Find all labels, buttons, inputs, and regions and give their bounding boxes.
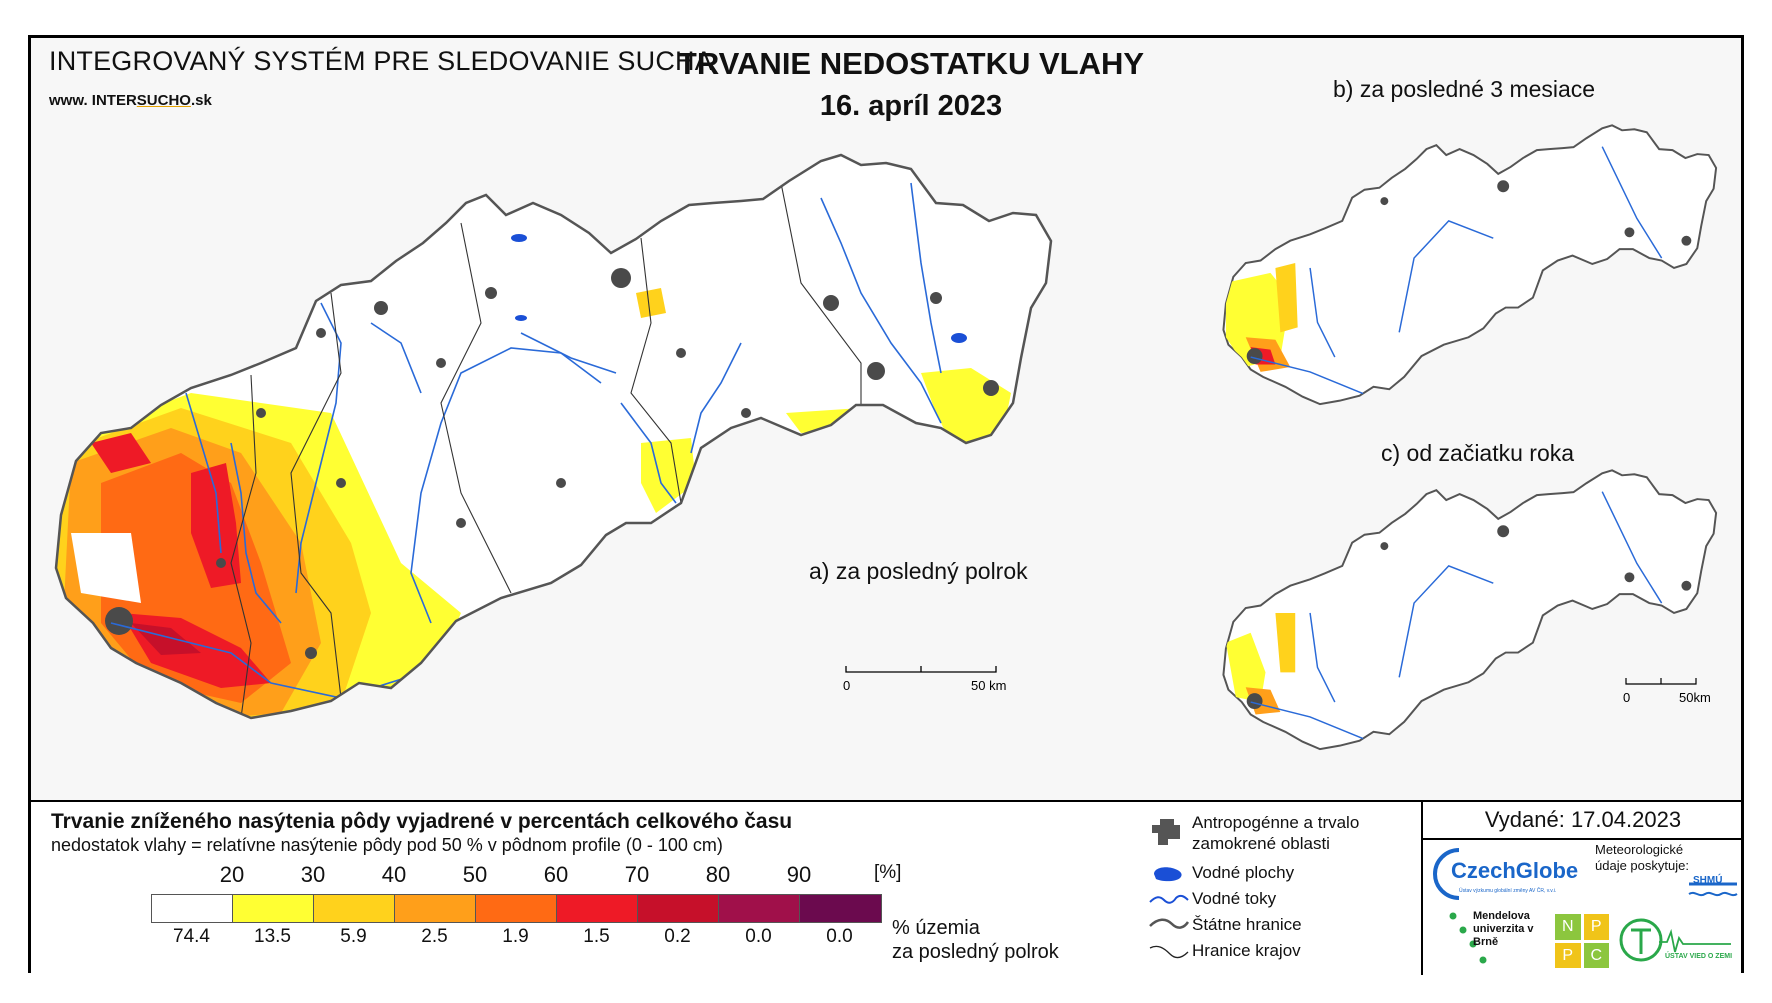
scale-tick: 70 — [624, 862, 650, 887]
scale-swatch — [557, 895, 638, 922]
rivers-label: Vodné toky — [1192, 889, 1277, 908]
water-body-icon — [1154, 867, 1182, 882]
main-map — [54, 153, 1053, 720]
map-3-months — [1222, 124, 1718, 406]
scale-c-start: 0 — [1623, 690, 1630, 705]
scale-tick: 30 — [300, 862, 326, 887]
area-percentage: 13.5 — [254, 926, 291, 947]
area-percentage: 0.2 — [664, 926, 691, 947]
scale-swatch — [395, 895, 476, 922]
nppc-logo: N P P C — [1555, 914, 1609, 968]
nppc-p2: P — [1555, 942, 1581, 968]
website-prefix: www. — [49, 92, 88, 109]
caption-c: c) od začiatku roka — [1381, 440, 1575, 466]
met-data-label: Meteorologické údaje poskytuje: — [1595, 842, 1689, 873]
state-border-label: Štátne hranice — [1192, 915, 1302, 934]
caption-b: b) za posledné 3 mesiace — [1333, 76, 1596, 102]
area-percentage: 1.9 — [502, 926, 529, 947]
mendel-name: Mendelova univerzita v Brně — [1473, 910, 1534, 948]
website-plain: INTER — [91, 92, 137, 109]
legend-rivers: Vodné toky — [1148, 888, 1276, 910]
mendel-logo: Mendelova univerzita v Brně — [1449, 910, 1534, 964]
urban-label: Antropogénne a trvalo zamokrené oblasti — [1192, 813, 1360, 853]
legend-urban: Antropogénne a trvalo zamokrené oblasti — [1148, 812, 1382, 854]
area-percentage: 1.5 — [583, 926, 610, 947]
region-border-icon — [1149, 945, 1189, 959]
legend-subtitle: nedostatok vlahy = relatívne nasýtenie p… — [51, 835, 723, 855]
issued-date: Vydané: 17.04.2023 — [1423, 802, 1743, 840]
area-percentage: 74.4 — [173, 926, 210, 947]
state-border-icon — [1149, 918, 1190, 929]
scalebar-c: 0 50km — [1623, 678, 1711, 705]
scale-c-end: 50km — [1679, 690, 1711, 705]
area-percentage: 2.5 — [421, 926, 448, 947]
scale-tick: 40 — [381, 862, 407, 887]
scale-swatch — [638, 895, 719, 922]
map-date: 16. apríl 2023 — [819, 90, 1003, 122]
system-name: INTEGROVANÝ SYSTÉM PRE SLEDOVANIE SUCHA — [49, 46, 713, 76]
legend-region-border: Hranice krajov — [1148, 940, 1301, 962]
czechglobe-name: CzechGlobe — [1451, 858, 1578, 883]
scale-tick: 50 — [462, 862, 488, 887]
area-label-line2: za posledný polrok — [892, 941, 1059, 963]
nppc-p1: P — [1583, 914, 1609, 940]
legend-title: Trvanie zníženého nasýtenia pôdy vyjadre… — [51, 810, 793, 833]
scalebar-a: 0 50 km — [843, 666, 1006, 693]
czechglobe-logo: CzechGlobe Ústav výzkumu globální změny … — [1433, 848, 1578, 900]
caption-a: a) za posledný polrok — [809, 558, 1028, 584]
website-link[interactable]: www. INTERSUCHO.sk — [49, 92, 212, 109]
uvz-name: ÚSTAV VIED O ZEMI — [1665, 951, 1732, 960]
issued-box: Vydané: 17.04.2023 CzechGlobe Ústav výzk… — [1421, 802, 1743, 975]
website-suffix: .sk — [190, 92, 212, 109]
scale-swatch — [233, 895, 314, 922]
scale-a-start: 0 — [843, 678, 850, 693]
shmu-logo: SHMÚ — [1688, 873, 1738, 897]
scale-swatch — [719, 895, 800, 922]
region-border-label: Hranice krajov — [1192, 941, 1301, 960]
scale-swatch — [800, 895, 881, 922]
legend-water-bodies: Vodné plochy — [1148, 862, 1294, 884]
nppc-c: C — [1583, 942, 1609, 968]
legend-state-border: Štátne hranice — [1148, 914, 1302, 936]
area-percentage: 0.0 — [745, 926, 772, 947]
scale-tick: 90 — [786, 862, 812, 887]
area-label-line1: % územia — [892, 917, 980, 939]
urban-area-icon — [1152, 819, 1180, 845]
shmu-name: SHMÚ — [1693, 873, 1722, 886]
river-icon — [1149, 894, 1189, 904]
map-since-year-start — [1222, 469, 1718, 751]
scale-swatch — [152, 895, 233, 922]
nppc-n: N — [1555, 914, 1581, 940]
area-percentage: 5.9 — [340, 926, 367, 947]
legend-panel: Trvanie zníženého nasýtenia pôdy vyjadre… — [31, 800, 1743, 975]
area-percentage: 0.0 — [826, 926, 853, 947]
uvz-logo: ÚSTAV VIED O ZEMI — [1619, 918, 1732, 962]
czechglobe-subtitle: Ústav výzkumu globální změny AV ČR, v.v.… — [1459, 887, 1556, 894]
color-scale — [151, 894, 882, 923]
scale-tick: 60 — [543, 862, 569, 887]
scale-tick: 20 — [219, 862, 245, 887]
symbol-legend: Antropogénne a trvalo zamokrené oblasti … — [1148, 802, 1388, 974]
scale-swatch — [476, 895, 557, 922]
water-bodies-label: Vodné plochy — [1192, 863, 1295, 882]
scale-a-end: 50 km — [971, 678, 1006, 693]
figure-frame: INTEGROVANÝ SYSTÉM PRE SLEDOVANIE SUCHA … — [28, 35, 1744, 975]
map-title: TRVANIE NEDOSTATKU VLAHY — [677, 46, 1145, 81]
area-label: % územia za posledný polrok — [892, 916, 1059, 964]
website-underlined: SUCHO — [136, 92, 191, 109]
unit-label: [%] — [874, 862, 902, 883]
scale-tick: 80 — [705, 862, 731, 887]
scale-swatch — [314, 895, 395, 922]
